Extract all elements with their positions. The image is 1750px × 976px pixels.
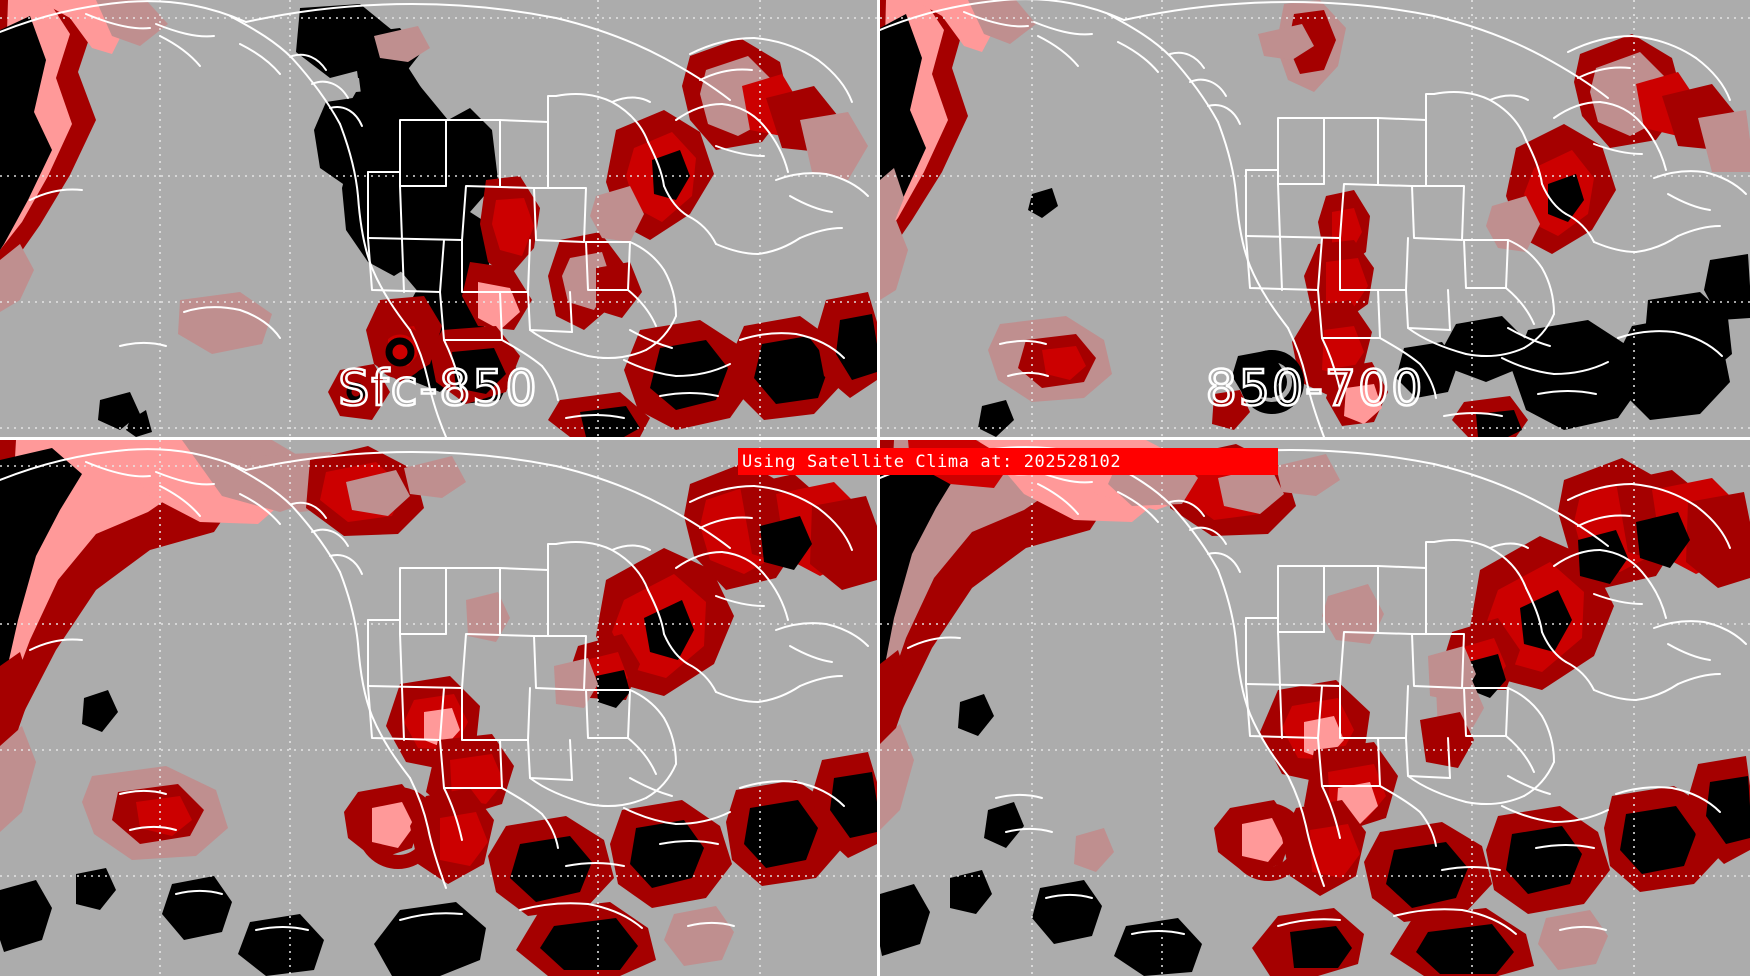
map-outlines-850-700 bbox=[880, 0, 1747, 437]
map-outlines-700-500 bbox=[0, 448, 869, 931]
graticule-sfc-850 bbox=[0, 0, 877, 437]
graticule-850-700 bbox=[880, 0, 1750, 437]
map-svg-850-700 bbox=[880, 0, 1750, 437]
map-svg-500-300 bbox=[880, 440, 1750, 976]
status-banner-text: Using Satellite Clima at: 202528102 bbox=[742, 451, 1122, 472]
status-banner: Using Satellite Clima at: 202528102 bbox=[738, 448, 1278, 475]
panel-divider-horizontal bbox=[0, 437, 1750, 440]
panel-bottom-right: 500-300 bbox=[880, 440, 1750, 976]
panel-bottom-left: 700-500 bbox=[0, 440, 877, 976]
map-svg-sfc-850 bbox=[0, 0, 877, 437]
map-svg-700-500 bbox=[0, 440, 877, 976]
panel-divider-vertical bbox=[877, 0, 880, 976]
moisture-shading-850-700 bbox=[880, 0, 1750, 437]
graticule-500-300 bbox=[880, 440, 1750, 976]
panel-top-left: Sfc-850 bbox=[0, 0, 877, 437]
panel-top-right: 850-700 bbox=[880, 0, 1750, 437]
map-outlines-sfc-850 bbox=[0, 0, 869, 437]
graticule-700-500 bbox=[0, 440, 877, 976]
